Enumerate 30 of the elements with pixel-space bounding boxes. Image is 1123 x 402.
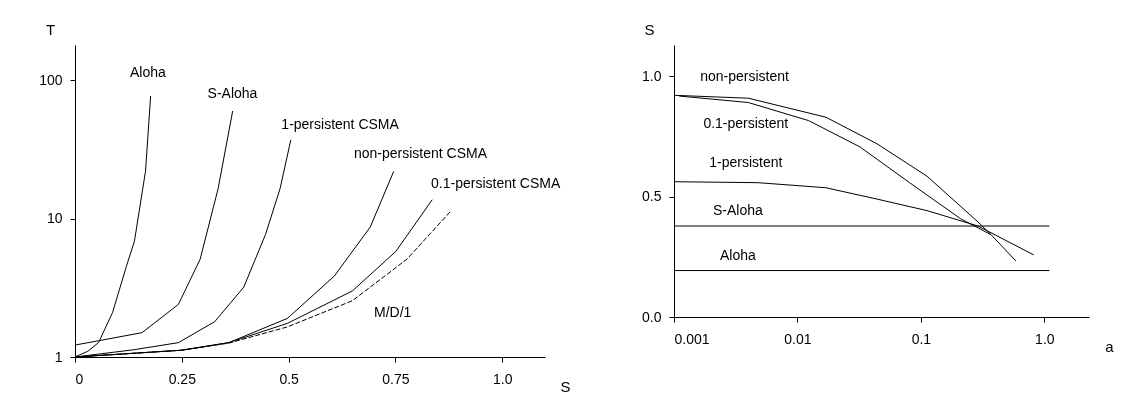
- annotation: 0.1-persistent CSMA: [431, 175, 561, 192]
- annotation: 0.1-persistent: [703, 115, 789, 132]
- y-tick-label: 10: [46, 210, 63, 227]
- annotation: non-persistent CSMA: [353, 144, 488, 161]
- y-axis-title: T: [45, 20, 56, 38]
- x-tick-label: 0.25: [168, 370, 197, 387]
- x-tick-label: 0: [75, 370, 84, 387]
- annotation: S-Aloha: [207, 85, 258, 102]
- annotation: Aloha: [720, 247, 757, 264]
- x-axis-title: S: [560, 377, 571, 395]
- y-tick-label: 1: [54, 348, 63, 365]
- annotation: Aloha: [129, 64, 166, 81]
- y-tick-label: 0.0: [642, 308, 662, 325]
- x-tick-label: 0.001: [674, 330, 710, 347]
- annotation: 1-persistent CSMA: [281, 115, 400, 132]
- x-tick-label: 0.75: [382, 370, 410, 387]
- annotation: M/D/1: [374, 304, 412, 321]
- x-tick-label: 1.0: [493, 370, 513, 387]
- annotation: 1-persistent: [709, 154, 783, 171]
- y-tick-label: 0.5: [642, 188, 662, 205]
- x-tick-label: 0.5: [279, 370, 300, 387]
- y-tick-label: 1.0: [642, 67, 662, 84]
- x-axis-title: a: [1105, 337, 1115, 355]
- x-tick-label: 1.0: [1035, 330, 1055, 347]
- y-axis-title: S: [644, 20, 655, 38]
- annotation: non-persistent: [700, 68, 790, 85]
- x-tick-label: 0.1: [911, 330, 932, 347]
- x-tick-label: 0.01: [784, 330, 812, 347]
- annotation: S-Aloha: [713, 202, 764, 219]
- y-tick-label: 100: [39, 71, 63, 88]
